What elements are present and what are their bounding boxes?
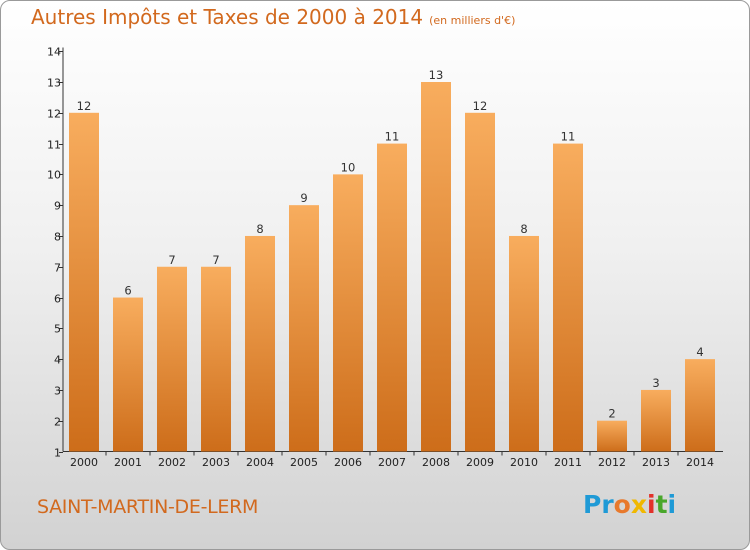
y-tick-label: 3 bbox=[54, 385, 61, 398]
logo-letter: P bbox=[583, 490, 602, 519]
data-label-2001: 6 bbox=[124, 284, 131, 298]
data-label-2014: 4 bbox=[696, 345, 703, 359]
x-tick-label: 2009 bbox=[466, 456, 494, 469]
x-tick-label: 2002 bbox=[158, 456, 186, 469]
y-tick-label: 7 bbox=[54, 262, 61, 275]
x-tick-label: 2000 bbox=[70, 456, 98, 469]
data-label-2007: 11 bbox=[385, 130, 400, 144]
data-label-2011: 11 bbox=[561, 130, 576, 144]
bar-2011 bbox=[553, 143, 583, 452]
data-label-2013: 3 bbox=[652, 376, 659, 390]
y-tick-label: 5 bbox=[54, 323, 61, 336]
data-label-2003: 7 bbox=[212, 253, 219, 267]
y-tick-label: 6 bbox=[54, 293, 61, 306]
x-tick-label: 2006 bbox=[334, 456, 362, 469]
bar-2006 bbox=[333, 174, 363, 452]
x-tick-label: 2010 bbox=[510, 456, 538, 469]
y-tick-label: 11 bbox=[47, 139, 61, 152]
bar-2013 bbox=[641, 389, 671, 452]
x-tick-label: 2001 bbox=[114, 456, 142, 469]
y-tick-label: 1 bbox=[54, 447, 61, 460]
chart-title-block: Autres Impôts et Taxes de 2000 à 2014 (en… bbox=[31, 5, 515, 29]
x-tick-label: 2011 bbox=[554, 456, 582, 469]
bar-2008 bbox=[421, 82, 451, 452]
y-tick-label: 4 bbox=[54, 354, 61, 367]
data-label-2006: 10 bbox=[341, 160, 356, 174]
bar-2005 bbox=[289, 205, 319, 452]
x-tick-label: 2003 bbox=[202, 456, 230, 469]
data-label-2000: 12 bbox=[77, 99, 92, 113]
data-label-2005: 9 bbox=[300, 191, 307, 205]
bar-2004 bbox=[245, 235, 275, 452]
x-tick-label: 2013 bbox=[642, 456, 670, 469]
bar-2009 bbox=[465, 112, 495, 452]
y-tick-label: 8 bbox=[54, 231, 61, 244]
chart-labels: 12 2000 6 2001 7 2002 7 2003 8 2004 9 2005 10 2006 11 2… bbox=[70, 68, 714, 469]
logo-letter: x bbox=[630, 490, 647, 519]
location-name: SAINT-MARTIN-DE-LERM bbox=[37, 496, 259, 518]
bar-2000 bbox=[69, 112, 99, 452]
x-tick-label: 2004 bbox=[246, 456, 274, 469]
chart-title: Autres Impôts et Taxes de 2000 à 2014 bbox=[31, 5, 424, 29]
y-tick-label: 2 bbox=[54, 416, 61, 429]
chart-subtitle: (en milliers d'€) bbox=[429, 14, 516, 27]
data-label-2009: 12 bbox=[473, 99, 488, 113]
data-label-2004: 8 bbox=[256, 222, 263, 236]
data-label-2002: 7 bbox=[168, 253, 175, 267]
x-tick-label: 2005 bbox=[290, 456, 318, 469]
logo-letter: r bbox=[601, 490, 614, 519]
x-tick-label: 2012 bbox=[598, 456, 626, 469]
bar-2007 bbox=[377, 143, 407, 452]
y-tick-label: 9 bbox=[54, 200, 61, 213]
logo-letter: o bbox=[613, 490, 631, 519]
logo-letter: i bbox=[647, 490, 656, 519]
bar-2014 bbox=[685, 359, 715, 452]
x-tick-label: 2008 bbox=[422, 456, 450, 469]
proxiti-logo: Proxiti bbox=[583, 490, 676, 519]
data-label-2008: 13 bbox=[429, 68, 444, 82]
chart-bars bbox=[69, 82, 715, 452]
x-tick-label: 2007 bbox=[378, 456, 406, 469]
data-label-2012: 2 bbox=[608, 407, 615, 421]
bar-2001 bbox=[113, 297, 143, 452]
logo-letter: i bbox=[667, 490, 677, 519]
y-tick-label: 12 bbox=[47, 108, 61, 121]
logo-letter: t bbox=[655, 490, 668, 519]
x-tick-label: 2014 bbox=[686, 456, 714, 469]
data-label-2010: 8 bbox=[520, 222, 527, 236]
bar-2010 bbox=[509, 235, 539, 452]
bar-2002 bbox=[157, 266, 187, 452]
y-tick-label: 13 bbox=[47, 77, 61, 90]
y-tick-label: 14 bbox=[47, 46, 61, 59]
bar-2003 bbox=[201, 266, 231, 452]
y-tick-label: 10 bbox=[47, 169, 61, 182]
bar-2012 bbox=[597, 420, 627, 452]
